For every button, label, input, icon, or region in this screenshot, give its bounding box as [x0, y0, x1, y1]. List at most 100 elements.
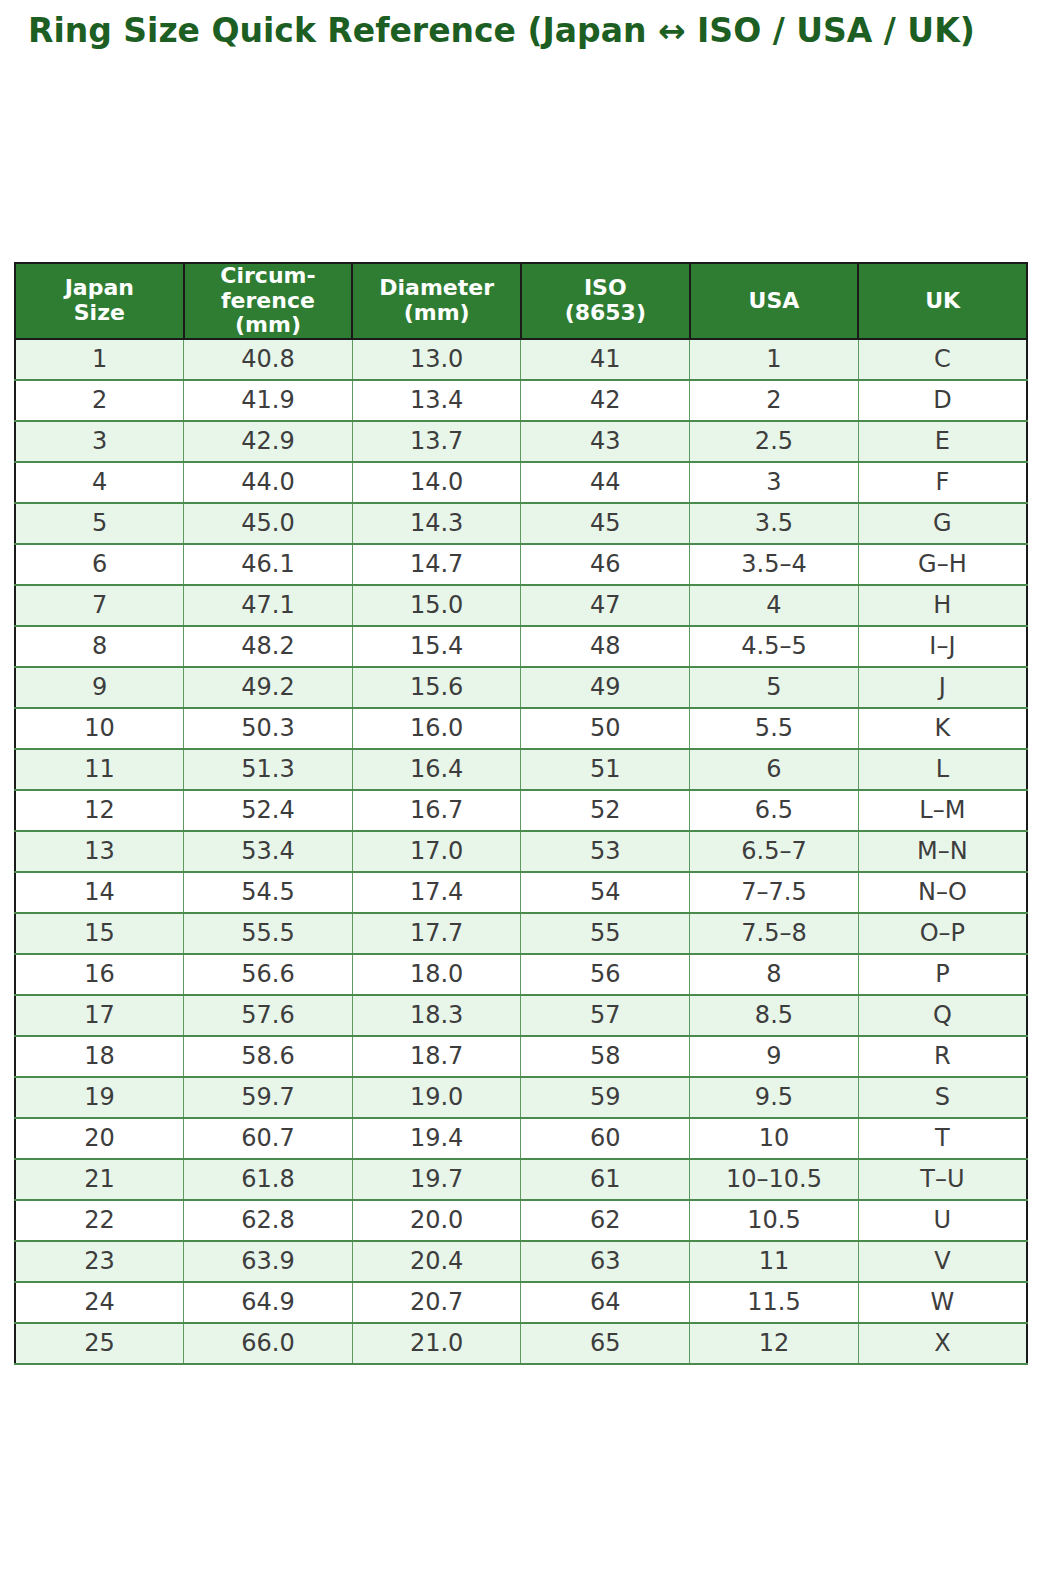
table-cell: 66.0: [184, 1323, 353, 1364]
table-cell: 4: [690, 585, 859, 626]
table-cell: 18: [15, 1036, 184, 1077]
table-cell: 9: [15, 667, 184, 708]
table-row: 545.014.3453.5G: [15, 503, 1027, 544]
table-cell: 17: [15, 995, 184, 1036]
table-cell: 62.8: [184, 1200, 353, 1241]
table-cell: 15.4: [352, 626, 521, 667]
table-cell: 42: [521, 380, 690, 421]
table-cell: 20: [15, 1118, 184, 1159]
table-cell: 60.7: [184, 1118, 353, 1159]
table-cell: 19.0: [352, 1077, 521, 1118]
table-cell: 11: [15, 749, 184, 790]
table-cell: 51: [521, 749, 690, 790]
table-cell: 14.7: [352, 544, 521, 585]
table-cell: 3: [15, 421, 184, 462]
table-cell: 1: [690, 339, 859, 380]
table-cell: 41.9: [184, 380, 353, 421]
table-cell: 40.8: [184, 339, 353, 380]
table-cell: 17.0: [352, 831, 521, 872]
table-cell: 4.5–5: [690, 626, 859, 667]
table-cell: 58.6: [184, 1036, 353, 1077]
table-cell: T–U: [858, 1159, 1027, 1200]
table-cell: 19.4: [352, 1118, 521, 1159]
table-cell: 44.0: [184, 462, 353, 503]
table-cell: 10.5: [690, 1200, 859, 1241]
table-cell: 16.0: [352, 708, 521, 749]
table-cell: 4: [15, 462, 184, 503]
header-cell-japan-size: Japan Size: [15, 263, 184, 339]
table-cell: 42.9: [184, 421, 353, 462]
table-cell: U: [858, 1200, 1027, 1241]
table-row: 1252.416.7526.5L–M: [15, 790, 1027, 831]
table-cell: 20.7: [352, 1282, 521, 1323]
table-cell: 12: [690, 1323, 859, 1364]
table-cell: 18.7: [352, 1036, 521, 1077]
table-cell: 59: [521, 1077, 690, 1118]
table-cell: 58: [521, 1036, 690, 1077]
table-row: 2262.820.06210.5U: [15, 1200, 1027, 1241]
table-cell: 56: [521, 954, 690, 995]
table-cell: 16.7: [352, 790, 521, 831]
table-cell: 49: [521, 667, 690, 708]
table-cell: 65: [521, 1323, 690, 1364]
table-cell: 13: [15, 831, 184, 872]
table-cell: 16.4: [352, 749, 521, 790]
table-row: 2363.920.46311V: [15, 1241, 1027, 1282]
table-cell: K: [858, 708, 1027, 749]
table-cell: 64: [521, 1282, 690, 1323]
table-cell: 25: [15, 1323, 184, 1364]
table-cell: 9.5: [690, 1077, 859, 1118]
table-cell: 46: [521, 544, 690, 585]
table-cell: X: [858, 1323, 1027, 1364]
table-cell: 21: [15, 1159, 184, 1200]
table-cell: D: [858, 380, 1027, 421]
table-row: 1858.618.7589R: [15, 1036, 1027, 1077]
table-cell: I–J: [858, 626, 1027, 667]
table-cell: 55: [521, 913, 690, 954]
table-cell: 60: [521, 1118, 690, 1159]
table-cell: 15: [15, 913, 184, 954]
page-title: Ring Size Quick Reference (Japan ↔ ISO /…: [0, 0, 1043, 51]
table-cell: 20.0: [352, 1200, 521, 1241]
table-cell: 54: [521, 872, 690, 913]
table-cell: 10: [15, 708, 184, 749]
table-cell: 59.7: [184, 1077, 353, 1118]
table-cell: 17.4: [352, 872, 521, 913]
table-cell: 50.3: [184, 708, 353, 749]
table-row: 1555.517.7557.5–8O–P: [15, 913, 1027, 954]
page: Ring Size Quick Reference (Japan ↔ ISO /…: [0, 0, 1043, 1569]
table-cell: 63: [521, 1241, 690, 1282]
table-cell: 15.0: [352, 585, 521, 626]
table-cell: R: [858, 1036, 1027, 1077]
table-cell: 14: [15, 872, 184, 913]
table-cell: 9: [690, 1036, 859, 1077]
table-cell: 11: [690, 1241, 859, 1282]
table-cell: 49.2: [184, 667, 353, 708]
header-row: Japan Size Circum- ference (mm) Diameter…: [15, 263, 1027, 339]
header-cell-diameter: Diameter (mm): [352, 263, 521, 339]
table-cell: 7: [15, 585, 184, 626]
table-cell: 13.0: [352, 339, 521, 380]
table-cell: 3: [690, 462, 859, 503]
table-cell: 45.0: [184, 503, 353, 544]
ring-size-table: Japan Size Circum- ference (mm) Diameter…: [14, 262, 1028, 1365]
table-cell: T: [858, 1118, 1027, 1159]
table-row: 1454.517.4547–7.5N–O: [15, 872, 1027, 913]
table-cell: 55.5: [184, 913, 353, 954]
table-cell: 18.0: [352, 954, 521, 995]
table-cell: 53.4: [184, 831, 353, 872]
table-cell: 52: [521, 790, 690, 831]
table-cell: 7.5–8: [690, 913, 859, 954]
table-cell: 2: [15, 380, 184, 421]
table-row: 1959.719.0599.5S: [15, 1077, 1027, 1118]
table-row: 1353.417.0536.5–7M–N: [15, 831, 1027, 872]
table-cell: 8.5: [690, 995, 859, 1036]
table-cell: 5.5: [690, 708, 859, 749]
table-cell: C: [858, 339, 1027, 380]
table-row: 747.115.0474H: [15, 585, 1027, 626]
table-cell: 45: [521, 503, 690, 544]
table-cell: 6.5–7: [690, 831, 859, 872]
table-cell: 21.0: [352, 1323, 521, 1364]
table-row: 241.913.4422D: [15, 380, 1027, 421]
table-cell: 15.6: [352, 667, 521, 708]
